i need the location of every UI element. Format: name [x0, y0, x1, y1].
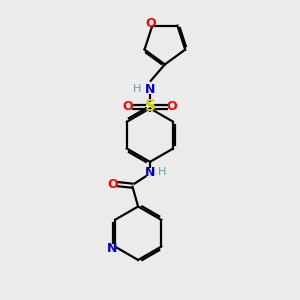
Text: H: H: [133, 84, 142, 94]
Text: N: N: [145, 166, 155, 179]
Text: S: S: [145, 99, 155, 114]
Text: O: O: [167, 100, 177, 113]
Text: O: O: [146, 17, 156, 30]
Text: N: N: [145, 82, 155, 96]
Text: O: O: [108, 178, 118, 191]
Text: N: N: [107, 242, 117, 255]
Text: O: O: [123, 100, 133, 113]
Text: H: H: [158, 167, 167, 177]
